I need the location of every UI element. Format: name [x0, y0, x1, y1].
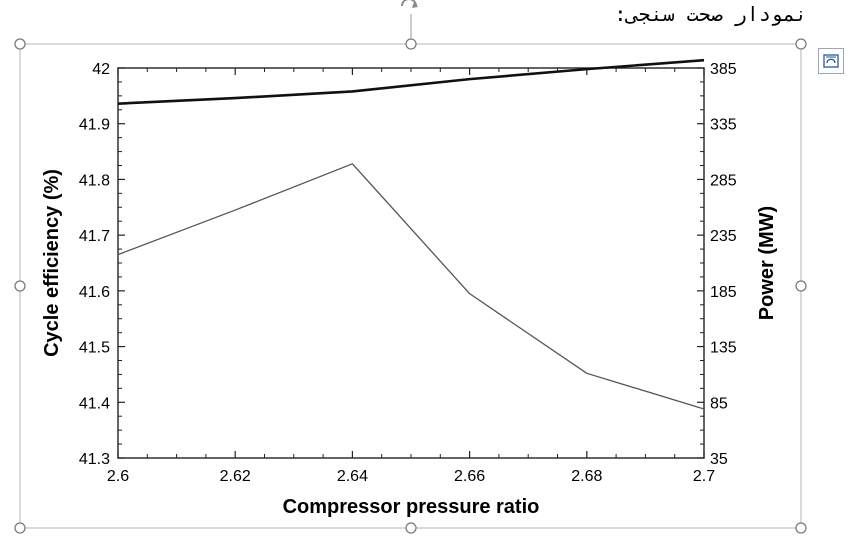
layout-options-button[interactable]	[818, 48, 844, 74]
caption-text: نمودار صحت سنجی:	[614, 2, 807, 26]
y-tick-label: 41.3	[79, 451, 110, 468]
y-axis-label: Cycle efficiency (%)	[41, 169, 63, 357]
resize-handle[interactable]	[795, 38, 807, 50]
y-tick-label: 41.7	[79, 228, 110, 245]
y2-tick-label: 85	[710, 395, 728, 412]
resize-handle[interactable]	[795, 522, 807, 534]
y2-tick-label: 285	[710, 172, 737, 189]
y-tick-label: 41.8	[79, 172, 110, 189]
rotate-handle-icon[interactable]	[401, 0, 418, 8]
series-line-power	[117, 58, 705, 105]
y-tick-label: 42	[92, 61, 110, 78]
x-tick-label: 2.7	[693, 468, 715, 485]
y-tick-label: 41.9	[79, 117, 110, 134]
x-tick-label: 2.66	[454, 468, 485, 485]
resize-handle[interactable]	[795, 280, 807, 292]
resize-handle[interactable]	[14, 522, 26, 534]
x-axis-label: Compressor pressure ratio	[283, 496, 540, 518]
resize-handle[interactable]	[405, 38, 417, 50]
y-tick-label: 41.4	[79, 395, 110, 412]
resize-handle[interactable]	[405, 522, 417, 534]
y2-tick-label: 335	[710, 117, 737, 134]
x-tick-label: 2.6	[107, 468, 129, 485]
plot-area	[117, 67, 705, 459]
resize-handle[interactable]	[14, 38, 26, 50]
resize-handle[interactable]	[14, 280, 26, 292]
y2-axis-label: Power (MW)	[756, 206, 778, 320]
y2-tick-label: 185	[710, 284, 737, 301]
x-tick-label: 2.62	[220, 468, 251, 485]
layout-options-icon	[823, 54, 839, 68]
y2-tick-label: 385	[710, 61, 737, 78]
y2-tick-label: 235	[710, 228, 737, 245]
y-tick-label: 41.5	[79, 340, 110, 357]
y2-tick-label: 135	[710, 340, 737, 357]
x-tick-label: 2.68	[571, 468, 602, 485]
series-line-efficiency	[117, 163, 705, 410]
x-tick-label: 2.64	[337, 468, 368, 485]
y2-tick-label: 35	[710, 451, 728, 468]
y-tick-label: 41.6	[79, 284, 110, 301]
